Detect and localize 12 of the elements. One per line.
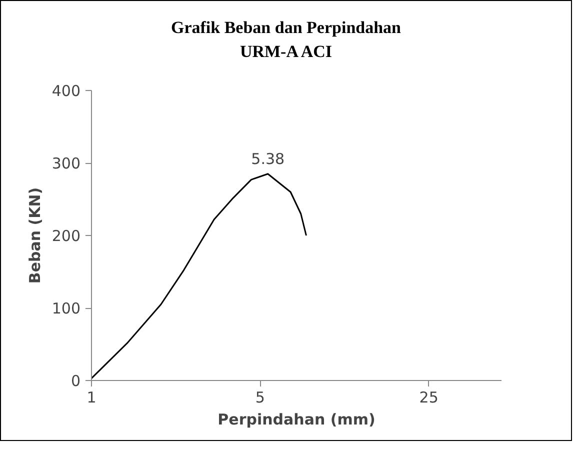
- y-tick-label: 400: [52, 82, 81, 100]
- y-tick-label: 100: [52, 299, 81, 318]
- chart-title: Grafik Beban dan Perpindahan URM-A ACI: [170, 17, 402, 64]
- x-tick-label: 5: [255, 388, 265, 406]
- annotation: 5.38: [251, 149, 285, 168]
- x-axis-title: Perpindahan (mm): [218, 410, 376, 428]
- x-tick-label: 25: [419, 388, 438, 406]
- y-axis-title: Beban (KN): [26, 186, 44, 284]
- y-tick-label: 300: [52, 154, 81, 172]
- y-tick-label: 200: [52, 226, 81, 245]
- x-tick-label: 1: [86, 388, 96, 406]
- y-tick-label: 0: [70, 372, 81, 390]
